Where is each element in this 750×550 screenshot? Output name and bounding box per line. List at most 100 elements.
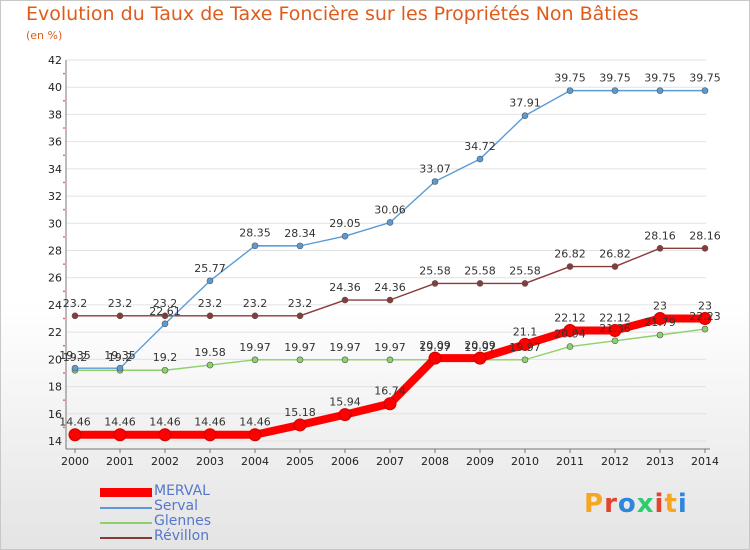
y-minor-tick <box>63 127 65 129</box>
data-point <box>296 242 304 250</box>
axes: 14 16 18 20 22 24 26 28 30 32 34 36 38 40 42 2000 2001 20… <box>48 54 719 468</box>
legend-label: MERVAL <box>154 483 210 499</box>
y-minor-tick <box>63 399 65 402</box>
data-label: 29.05 <box>329 217 361 230</box>
logo-letter: i <box>654 489 665 519</box>
data-point <box>158 428 172 442</box>
data-label: 19.97 <box>419 341 451 354</box>
data-point <box>428 351 442 365</box>
data-label: 33.07 <box>419 163 451 176</box>
x-tick-label: 2007 <box>376 455 404 468</box>
data-point <box>701 325 709 333</box>
y-minor-tick <box>63 235 65 238</box>
data-label: 25.58 <box>419 264 451 277</box>
data-point <box>296 312 304 320</box>
y-tick-label: 16 <box>48 408 62 421</box>
data-point <box>611 87 619 94</box>
data-point <box>296 356 304 364</box>
data-point <box>701 87 709 94</box>
legend-swatch <box>100 488 152 497</box>
data-label: 14.46 <box>239 416 271 429</box>
data-label: 19.97 <box>239 341 271 354</box>
y-minor-tick <box>63 263 65 266</box>
data-point <box>386 356 394 364</box>
data-label: 39.75 <box>599 72 631 85</box>
data-labels-group: 14.46 14.46 14.46 14.46 14.46 15.18 15.94 16.74… <box>59 72 721 429</box>
legend-swatch <box>100 507 152 509</box>
data-point <box>473 351 487 365</box>
data-label: 14.46 <box>194 416 226 429</box>
data-label: 19.2 <box>63 351 88 364</box>
data-point <box>341 296 349 304</box>
proxiti-logo: Proxiti <box>584 489 688 519</box>
legend-label: Glennes <box>154 513 212 529</box>
data-label: 15.94 <box>329 396 361 409</box>
x-tick-label: 2004 <box>241 455 269 468</box>
data-point <box>206 277 214 285</box>
data-point <box>521 112 529 119</box>
data-label: 25.58 <box>509 264 541 277</box>
data-point <box>383 397 397 411</box>
data-label: 26.82 <box>554 248 586 261</box>
data-label: 21.1 <box>513 325 538 338</box>
data-label: 25.58 <box>464 264 496 277</box>
data-point <box>386 296 394 304</box>
data-point <box>608 324 622 338</box>
y-tick-label: 38 <box>48 108 62 121</box>
y-minor-tick <box>63 317 65 320</box>
data-label: 19.97 <box>329 341 361 354</box>
x-tick-label: 2014 <box>691 455 719 468</box>
data-label: 19.97 <box>509 341 541 354</box>
y-minor-tick <box>63 372 65 374</box>
x-tick-label: 2013 <box>646 455 674 468</box>
data-label: 23.2 <box>288 297 313 310</box>
y-tick-label: 24 <box>48 299 62 312</box>
y-tick-label: 14 <box>48 435 62 448</box>
data-label: 21.79 <box>644 316 676 329</box>
y-minor-tick <box>63 181 65 184</box>
data-label: 19.58 <box>194 346 226 359</box>
data-label: 30.06 <box>374 203 406 216</box>
data-point <box>656 245 664 252</box>
logo-letter: P <box>584 489 605 519</box>
data-point <box>251 356 259 364</box>
legend-swatch <box>100 537 152 539</box>
data-point <box>566 263 574 270</box>
x-tick-label: 2012 <box>601 455 629 468</box>
data-point <box>566 87 574 94</box>
data-label: 14.46 <box>59 416 91 429</box>
x-tick-label: 2010 <box>511 455 539 468</box>
data-label: 22.23 <box>689 310 721 323</box>
data-label: 19.97 <box>374 341 406 354</box>
x-tick-label: 2000 <box>61 455 89 468</box>
data-label: 39.75 <box>689 72 721 85</box>
data-point <box>251 312 259 320</box>
data-label: 22.61 <box>149 305 181 318</box>
x-tick-label: 2006 <box>331 455 359 468</box>
logo-letter: o <box>617 489 637 519</box>
data-point <box>656 331 664 339</box>
y-minor-tick <box>63 154 65 157</box>
data-label: 16.74 <box>374 385 406 398</box>
data-label: 23.2 <box>243 297 268 310</box>
y-tick-label: 22 <box>48 326 62 339</box>
data-point <box>251 242 259 250</box>
data-point <box>341 232 349 240</box>
data-point <box>521 280 529 287</box>
data-label: 28.16 <box>644 229 676 242</box>
data-point <box>656 87 664 94</box>
data-label: 23.2 <box>198 297 223 310</box>
data-label: 25.77 <box>194 262 226 275</box>
data-point <box>338 408 352 422</box>
y-tick-label: 34 <box>48 163 62 176</box>
data-label: 19.2 <box>153 351 178 364</box>
data-label: 23.2 <box>108 297 133 310</box>
data-label: 37.91 <box>509 97 541 110</box>
data-point <box>476 155 484 163</box>
series-group <box>68 87 712 442</box>
data-point <box>518 337 532 351</box>
y-tick-label: 30 <box>48 217 62 230</box>
data-label: 19.35 <box>59 349 91 362</box>
data-label: 28.34 <box>284 227 316 240</box>
